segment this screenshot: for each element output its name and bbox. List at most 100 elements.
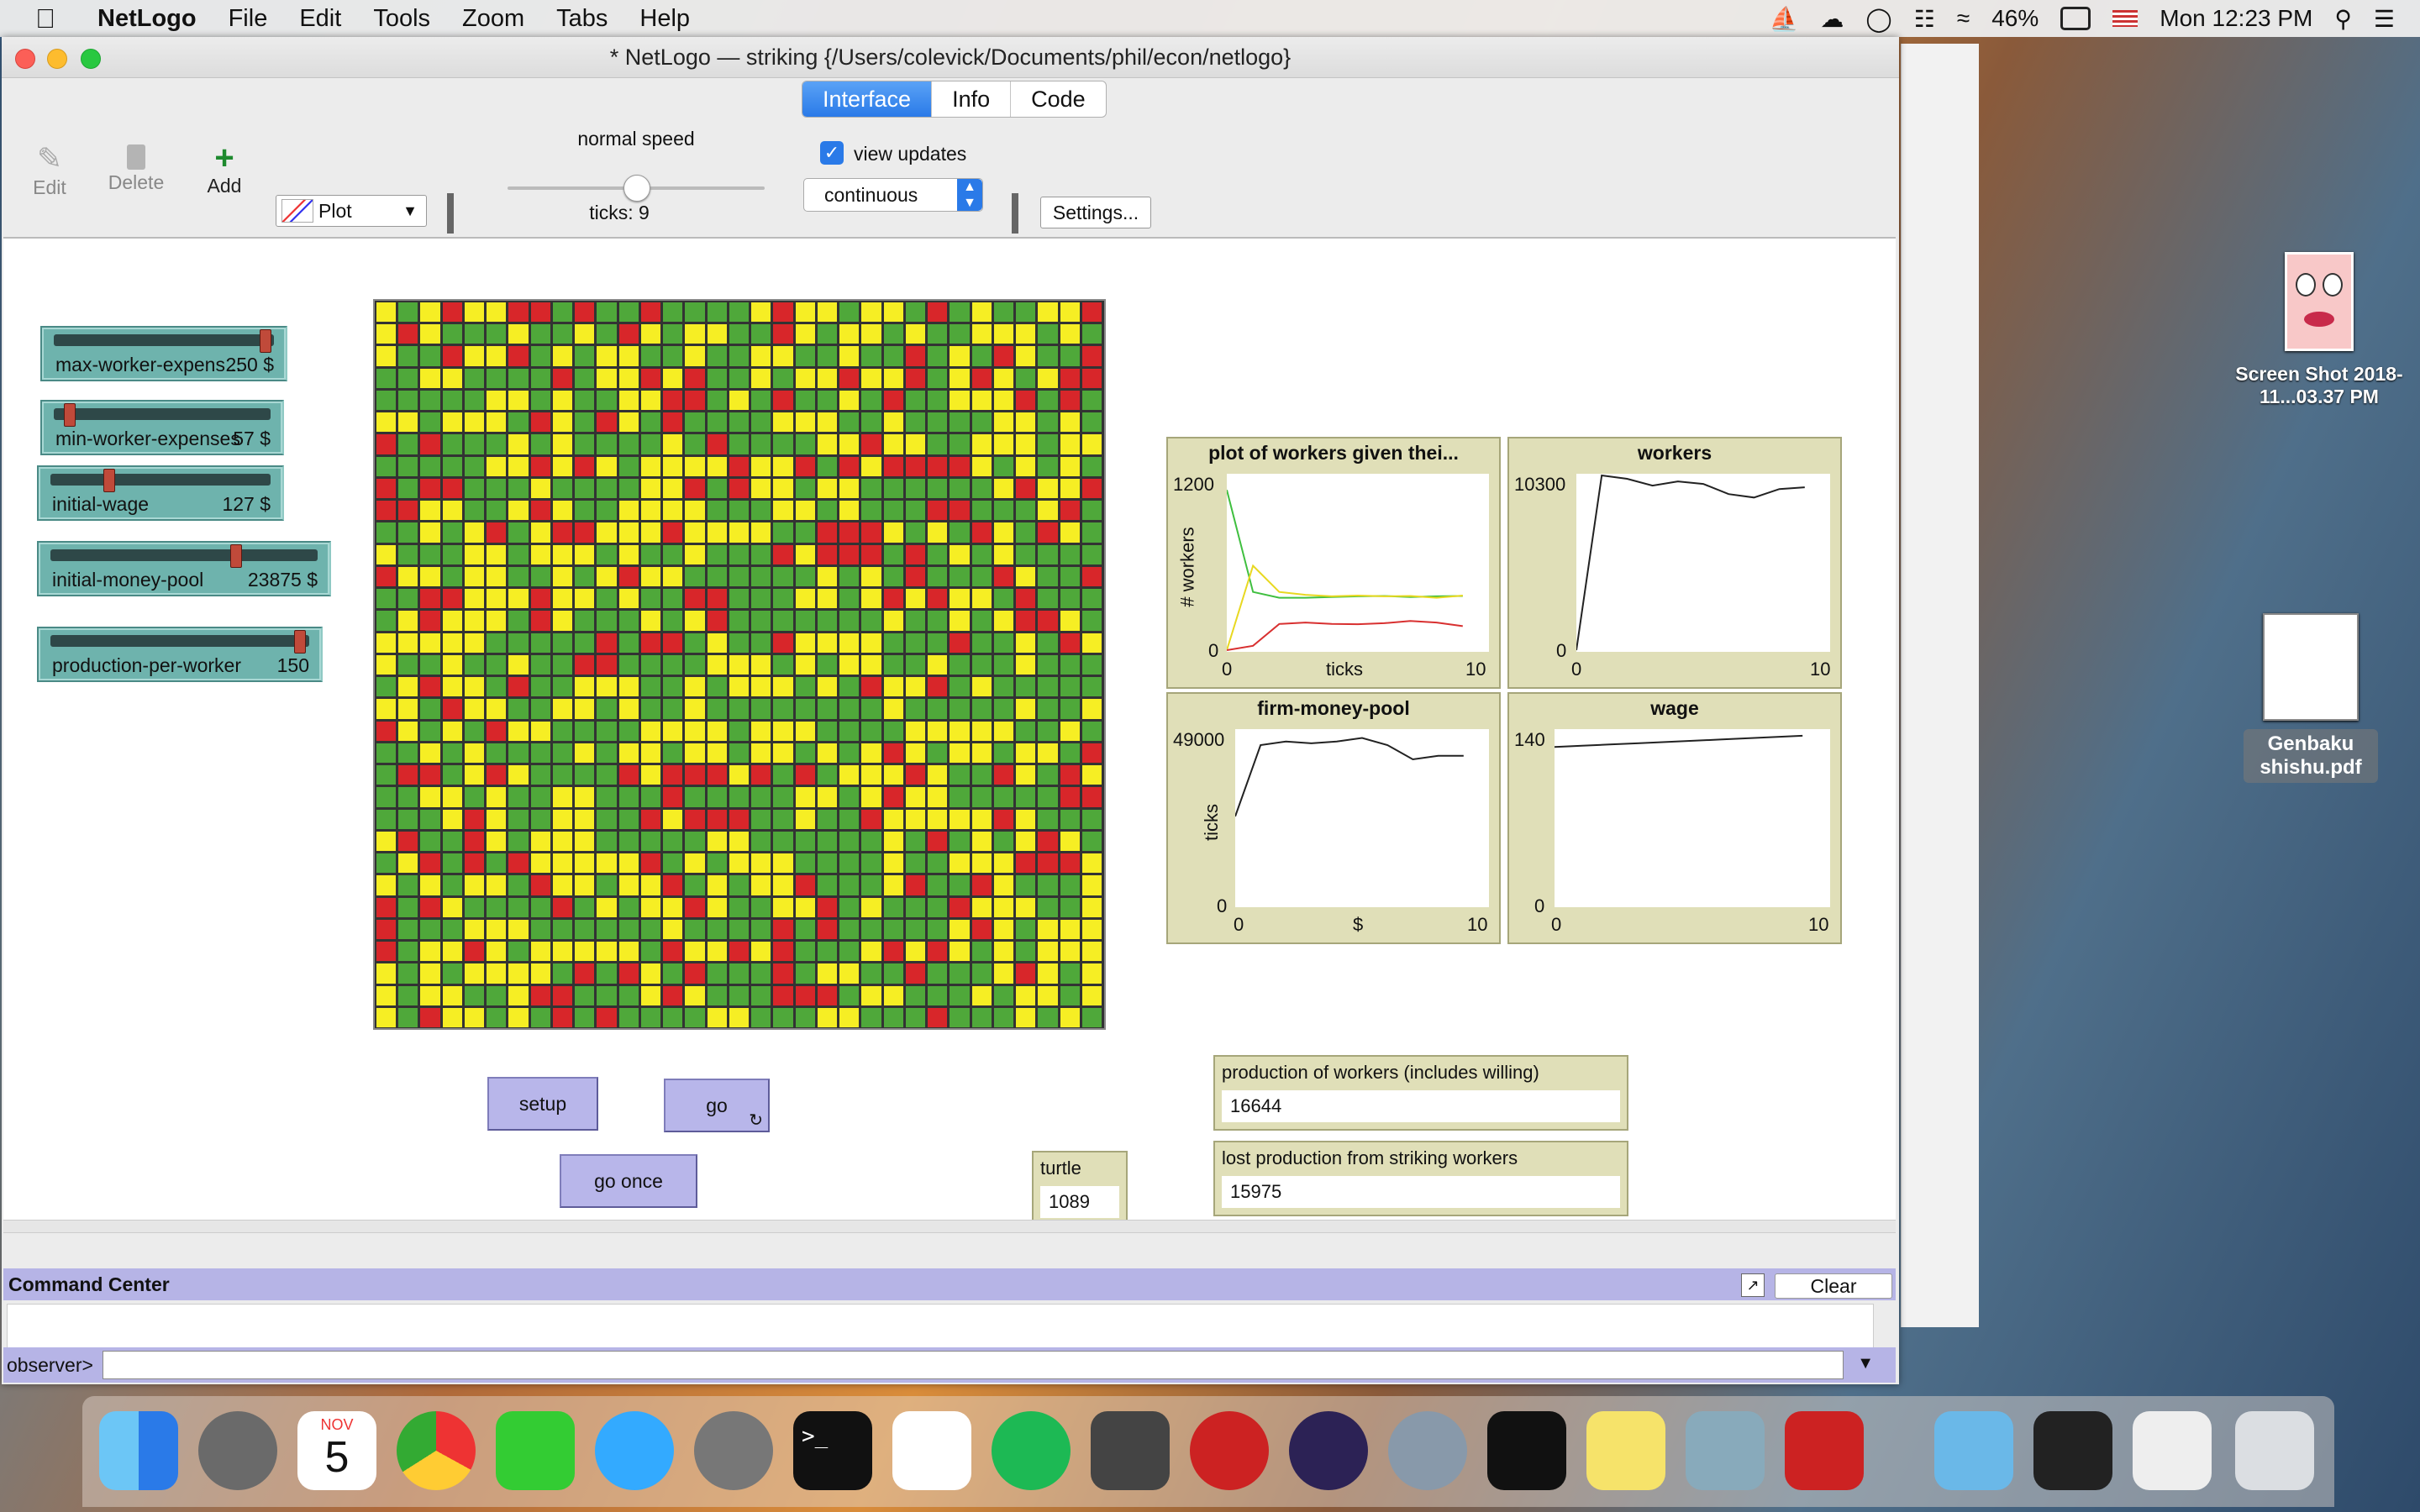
world-view[interactable] xyxy=(373,299,1106,1030)
chrome-icon[interactable] xyxy=(397,1411,476,1490)
cloud-upload-icon[interactable]: ☁ xyxy=(1820,5,1844,32)
edit-tool[interactable]: ✎ Edit xyxy=(20,141,79,199)
tex-icon[interactable] xyxy=(1388,1411,1467,1490)
facetime-icon[interactable] xyxy=(496,1411,575,1490)
command-input[interactable] xyxy=(103,1351,1844,1379)
spotify-icon[interactable] xyxy=(992,1411,1071,1490)
wifi-icon[interactable]: ≈ xyxy=(1956,5,1970,31)
plot-firm-money-pool[interactable]: firm-money-pool 49000 0 0 10 $ ticks xyxy=(1166,692,1501,944)
window-titlebar[interactable]: * NetLogo — striking {/Users/colevick/Do… xyxy=(2,37,1899,78)
patch xyxy=(817,875,838,895)
plot-wage[interactable]: wage 140 0 0 10 xyxy=(1507,692,1842,944)
slider-min-worker-expenses[interactable]: min-worker-expenses 57 $ xyxy=(40,400,284,455)
patch xyxy=(1060,985,1080,1005)
clock[interactable]: Mon 12:23 PM xyxy=(2160,5,2313,31)
keyboard-icon[interactable]: ☷ xyxy=(1913,5,1935,32)
close-window-button[interactable] xyxy=(15,49,35,69)
calendar-icon[interactable]: NOV 5 xyxy=(297,1411,376,1490)
apple-icon[interactable]:  xyxy=(35,3,55,34)
preview-icon[interactable] xyxy=(1686,1411,1765,1490)
patch xyxy=(487,985,507,1005)
patch xyxy=(928,390,948,411)
chevron-down-icon[interactable]: ▼ xyxy=(1857,1354,1874,1373)
menu-tools[interactable]: Tools xyxy=(353,4,430,32)
messages-icon[interactable] xyxy=(595,1411,674,1490)
menu-app-name[interactable]: NetLogo xyxy=(77,4,197,32)
go-once-button[interactable]: go once xyxy=(560,1154,697,1208)
clear-button[interactable]: Clear xyxy=(1775,1273,1892,1299)
widget-type-select[interactable]: Plot ▼ xyxy=(276,195,427,227)
trash-icon[interactable] xyxy=(2235,1411,2314,1490)
slider-initial-money-pool[interactable]: initial-money-pool 23875 $ xyxy=(37,541,331,596)
stickies-icon[interactable] xyxy=(1586,1411,1665,1490)
racket-icon[interactable] xyxy=(1190,1411,1269,1490)
system-preferences-icon[interactable] xyxy=(694,1411,773,1490)
update-mode-select[interactable]: continuous ▲ ▼ xyxy=(803,178,983,212)
desktop-file-screenshot[interactable]: Screen Shot 2018-11...03.37 PM xyxy=(2218,252,2420,408)
menu-edit[interactable]: Edit xyxy=(279,4,341,32)
flag-icon[interactable] xyxy=(2112,10,2139,27)
slider-knob[interactable] xyxy=(230,544,243,568)
launchpad-icon[interactable] xyxy=(198,1411,277,1490)
tab-interface[interactable]: Interface xyxy=(802,81,933,117)
patch xyxy=(839,368,860,388)
menu-help[interactable]: Help xyxy=(619,4,690,32)
recent-screenshot-icon[interactable] xyxy=(2033,1411,2112,1490)
patch xyxy=(640,522,661,543)
slack-icon[interactable] xyxy=(892,1411,971,1490)
slider-max-worker-expenses[interactable]: max-worker-expens... 250 $ xyxy=(40,326,287,381)
sublime-text-icon[interactable] xyxy=(1091,1411,1170,1490)
panel-splitter[interactable] xyxy=(3,1220,1896,1233)
patch xyxy=(597,544,617,564)
tab-code[interactable]: Code xyxy=(1031,87,1086,112)
battery-percent[interactable]: 46% xyxy=(1991,5,2039,31)
netlogo-dock-icon[interactable] xyxy=(1785,1411,1864,1490)
zoom-window-button[interactable] xyxy=(81,49,101,69)
expand-icon[interactable]: ↗ xyxy=(1741,1273,1765,1297)
plot-workers[interactable]: workers 10300 0 0 10 xyxy=(1507,437,1842,689)
menu-tabs[interactable]: Tabs xyxy=(536,4,608,32)
slider-knob[interactable] xyxy=(260,329,271,353)
recent-document-icon[interactable] xyxy=(2133,1411,2212,1490)
patch xyxy=(663,875,683,895)
notification-list-icon[interactable]: ☰ xyxy=(2373,5,2395,32)
view-updates-checkbox[interactable]: ✓ xyxy=(820,141,844,165)
plot-workers-given-wage[interactable]: plot of workers given thei... 1200 0 0 1… xyxy=(1166,437,1501,689)
patch xyxy=(420,589,440,609)
battery-icon[interactable] xyxy=(2060,7,2091,30)
menu-file[interactable]: File xyxy=(208,4,268,32)
minimize-window-button[interactable] xyxy=(47,49,67,69)
setup-button[interactable]: setup xyxy=(487,1077,598,1131)
patch xyxy=(1016,633,1036,653)
tab-info[interactable]: Info xyxy=(932,81,1012,117)
add-tool[interactable]: + Add xyxy=(195,141,254,197)
delete-tool[interactable]: Delete xyxy=(101,141,171,194)
slider-knob[interactable] xyxy=(103,469,115,492)
speed-slider-knob[interactable] xyxy=(623,175,650,202)
background-window[interactable] xyxy=(1901,44,1979,1327)
slider-production-per-worker[interactable]: production-per-worker 150 xyxy=(37,627,323,682)
sync-icon[interactable]: ◯ xyxy=(1865,5,1892,32)
patch xyxy=(1060,699,1080,719)
docker-icon[interactable]: ⛵ xyxy=(1769,5,1799,32)
slider-knob[interactable] xyxy=(294,630,307,654)
downloads-folder-icon[interactable] xyxy=(1934,1411,2013,1490)
finder-icon[interactable] xyxy=(99,1411,178,1490)
patch xyxy=(552,346,573,366)
eclipse-icon[interactable] xyxy=(1289,1411,1368,1490)
intellij-icon[interactable] xyxy=(1487,1411,1566,1490)
speed-slider[interactable] xyxy=(508,171,765,205)
patch xyxy=(530,809,550,829)
patch xyxy=(707,963,727,984)
menu-zoom[interactable]: Zoom xyxy=(442,4,524,32)
interface-panel[interactable]: max-worker-expens... 250 $ min-worker-ex… xyxy=(3,237,1896,1226)
slider-knob[interactable] xyxy=(64,403,76,427)
search-icon[interactable]: ⚲ xyxy=(2334,5,2352,32)
settings-button[interactable]: Settings... xyxy=(1040,197,1151,228)
desktop-file-pdf[interactable]: Genbaku shishu.pdf xyxy=(2244,613,2378,783)
go-button[interactable]: go ↻ xyxy=(664,1079,770,1132)
patch xyxy=(1038,985,1058,1005)
slider-initial-wage[interactable]: initial-wage 127 $ xyxy=(37,465,284,521)
terminal-icon[interactable]: >_ xyxy=(793,1411,872,1490)
patch xyxy=(487,919,507,940)
